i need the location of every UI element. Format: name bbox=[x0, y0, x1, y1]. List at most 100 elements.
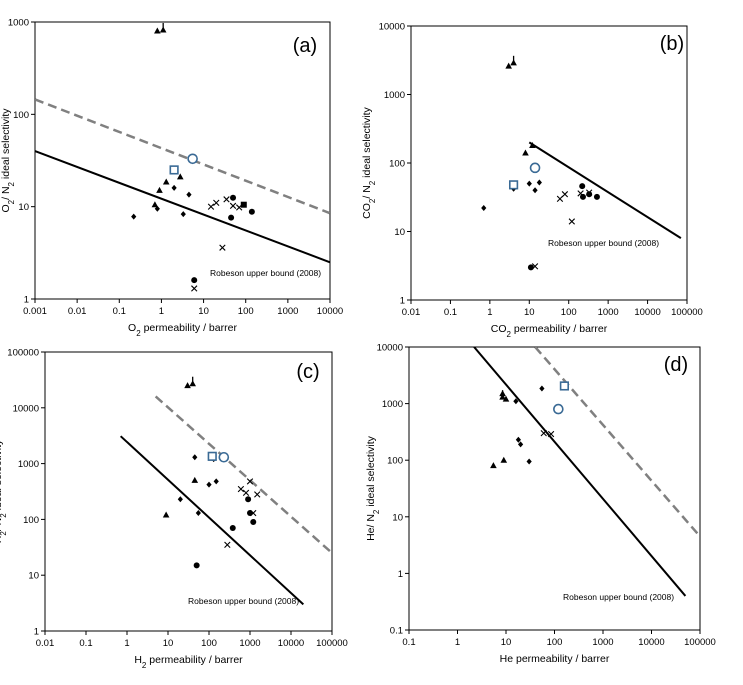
data-point bbox=[230, 194, 237, 201]
data-point bbox=[171, 184, 177, 191]
data-point bbox=[568, 218, 576, 225]
plot-frame bbox=[410, 25, 688, 301]
data-point bbox=[527, 264, 534, 271]
data-point bbox=[532, 187, 538, 194]
y-tick-label: 10 bbox=[392, 512, 403, 523]
x-tick-label: 1 bbox=[159, 306, 164, 317]
data-point bbox=[540, 430, 547, 437]
x-tick-label: 0.01 bbox=[36, 638, 55, 649]
data-point bbox=[481, 205, 487, 212]
y-tick-label: 10000 bbox=[379, 22, 405, 33]
x-tick-label: 0.001 bbox=[23, 306, 47, 317]
data-point bbox=[224, 541, 231, 549]
data-point bbox=[176, 173, 184, 180]
data-point bbox=[585, 189, 593, 196]
x-axis-label: H2 permeability / barrer bbox=[134, 654, 243, 670]
x-tick-label: 10000 bbox=[278, 638, 304, 649]
x-tick-label: 1000 bbox=[592, 637, 613, 648]
data-point bbox=[162, 511, 170, 518]
data-point bbox=[191, 476, 199, 483]
y-axis-label: H2/ N2 ideal selectivity bbox=[0, 439, 8, 543]
data-point bbox=[553, 403, 564, 415]
y-tick-label: 100000 bbox=[7, 348, 39, 359]
y-axis-label: CO2/ N2 ideal selectivity bbox=[361, 106, 377, 218]
data-point bbox=[536, 179, 542, 186]
data-point bbox=[515, 436, 521, 443]
y-axis-label: He/ N2 ideal selectivity bbox=[365, 435, 381, 541]
chart-panel-b: 0.01 0.1 1 10 100 1000 10000 100000 1 10 100 1000 10… bbox=[361, 22, 703, 339]
panel-label: (a) bbox=[293, 35, 317, 57]
x-tick-label: 10000 bbox=[634, 307, 660, 318]
data-point bbox=[151, 201, 159, 208]
y-tick-label: 10 bbox=[394, 227, 405, 238]
data-point bbox=[246, 478, 254, 485]
data-point bbox=[505, 62, 512, 69]
data-point bbox=[218, 451, 230, 463]
data-point bbox=[228, 214, 235, 221]
robeson-upper-bound-line bbox=[119, 435, 305, 606]
x-tick-label: 1 bbox=[487, 307, 492, 318]
data-point bbox=[193, 562, 200, 569]
data-point bbox=[529, 142, 536, 149]
data-point bbox=[547, 430, 555, 438]
data-point bbox=[223, 196, 230, 203]
x-tick-label: 0.1 bbox=[444, 307, 457, 318]
x-tick-label: 100 bbox=[238, 306, 254, 317]
data-point bbox=[579, 193, 586, 200]
data-point bbox=[207, 203, 215, 210]
data-point bbox=[248, 208, 255, 215]
x-tick-label: 10 bbox=[501, 637, 512, 648]
x-axis-label: CO2 permeability / barrer bbox=[491, 323, 608, 339]
dashed-bound-line bbox=[154, 395, 332, 554]
x-tick-label: 100000 bbox=[684, 637, 716, 648]
x-tick-label: 1000 bbox=[239, 638, 260, 649]
data-point bbox=[177, 496, 183, 503]
y-tick-label: 10 bbox=[28, 571, 39, 582]
robeson-annotation: Robeson upper bound (2008) bbox=[210, 268, 321, 278]
data-point bbox=[526, 458, 532, 465]
data-point bbox=[254, 491, 261, 498]
y-tick-label: 1 bbox=[24, 295, 29, 306]
data-point bbox=[245, 496, 252, 503]
chart-panel-d: 0.1 1 10 100 1000 10000 100000 0.1 1 10 100 1000 100… bbox=[365, 343, 716, 666]
x-tick-label: 100000 bbox=[671, 307, 703, 318]
x-tick-label: 100000 bbox=[316, 638, 348, 649]
x-tick-label: 10000 bbox=[638, 637, 664, 648]
x-tick-label: 0.01 bbox=[402, 307, 421, 318]
x-tick-label: 10 bbox=[524, 307, 535, 318]
y-tick-label: 10 bbox=[18, 202, 29, 213]
data-point bbox=[250, 518, 257, 525]
x-tick-label: 100 bbox=[561, 307, 577, 318]
x-tick-label: 1 bbox=[455, 637, 460, 648]
chart-panel-c: 0.01 0.1 1 10 100 1000 10000 100000 1 10 100 1000 10… bbox=[0, 348, 348, 670]
data-point bbox=[250, 509, 257, 517]
x-tick-label: 10 bbox=[163, 638, 174, 649]
plot-frame bbox=[408, 346, 701, 631]
chart-panel-a: 0.001 0.01 0.1 1 10 100 1000 10000 1 10 100 1000 O2 … bbox=[0, 18, 343, 338]
plot-frame bbox=[34, 21, 331, 300]
data-point bbox=[187, 153, 198, 165]
dashed-bound-line bbox=[35, 98, 330, 215]
data-point bbox=[517, 441, 524, 448]
x-axis-label: He permeability / barrer bbox=[500, 653, 610, 665]
data-point bbox=[235, 204, 243, 211]
data-point bbox=[531, 263, 539, 270]
data-point bbox=[593, 193, 600, 200]
data-point bbox=[131, 213, 137, 220]
y-tick-label: 0.1 bbox=[390, 626, 403, 637]
data-point bbox=[207, 451, 217, 461]
data-point bbox=[586, 191, 593, 198]
data-point bbox=[490, 462, 497, 469]
y-tick-label: 1 bbox=[34, 627, 39, 638]
data-point bbox=[559, 381, 569, 391]
data-point bbox=[191, 285, 198, 292]
plot-frame bbox=[44, 351, 333, 632]
data-point bbox=[154, 205, 160, 212]
data-point bbox=[154, 27, 161, 34]
x-tick-label: 0.1 bbox=[402, 637, 415, 648]
data-point bbox=[579, 183, 586, 190]
data-point bbox=[169, 165, 179, 175]
data-point bbox=[186, 191, 192, 198]
